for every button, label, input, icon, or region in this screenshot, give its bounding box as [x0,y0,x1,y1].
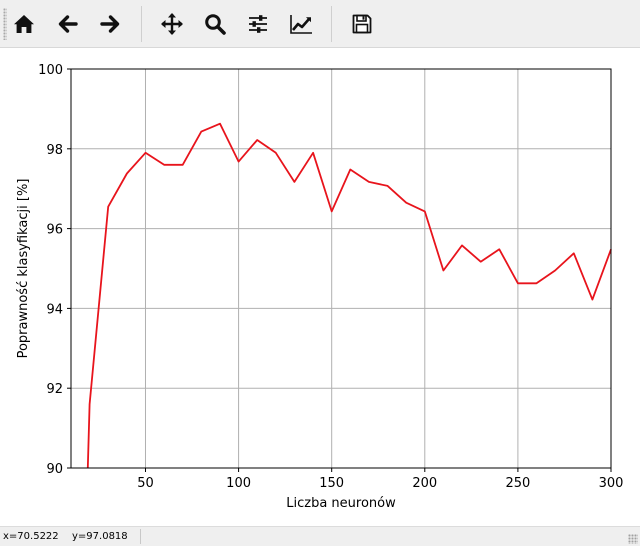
cursor-x-readout: x=70.5222 [3,531,59,542]
figure-canvas[interactable]: 50 100 150 200 250 300 90 92 94 96 98 100 Liczba ne… [0,48,640,526]
y-tick-label: 100 [38,63,63,78]
forward-button[interactable] [94,8,126,40]
back-button[interactable] [52,8,84,40]
status-divider [140,529,141,544]
x-tick-label: 300 [599,476,624,491]
x-tick-label: 150 [319,476,344,491]
navigation-toolbar [0,0,640,48]
arrow-left-icon [58,15,78,33]
toolbar-separator [141,6,142,42]
pan-button[interactable] [156,8,188,40]
x-tick-label: 250 [505,476,530,491]
sliders-icon [249,15,267,33]
arrow-right-icon [100,15,120,33]
move-icon [161,13,183,35]
x-tick-label: 100 [226,476,251,491]
configure-subplots-button[interactable] [242,8,274,40]
y-axis-label: Poprawność klasyfikacji [%] [16,179,31,359]
y-tick-label: 98 [46,143,63,158]
status-bar: x=70.5222 y=97.0818 [0,526,640,546]
magnifier-icon [205,14,226,35]
home-icon [14,15,34,33]
edit-axis-button[interactable] [285,8,317,40]
y-tick-label: 94 [46,302,63,317]
toolbar-grip[interactable] [3,8,7,40]
x-tick-label: 50 [137,476,154,491]
y-tick-label: 96 [46,223,63,238]
x-axis-label: Liczba neuronów [286,496,396,511]
resize-grip[interactable] [628,534,638,544]
series-line [86,122,612,469]
y-tick-label: 92 [46,382,63,397]
line-chart[interactable]: 50 100 150 200 250 300 90 92 94 96 98 100 Liczba ne… [0,48,640,526]
x-tick-label: 200 [412,476,437,491]
zoom-button[interactable] [199,8,231,40]
cursor-y-readout: y=97.0818 [72,531,128,542]
y-tick-label: 90 [46,462,63,477]
axes-frame [70,68,612,469]
save-button[interactable] [346,8,378,40]
toolbar-separator [331,6,332,42]
floppy-disk-icon [352,14,372,34]
line-chart-icon [290,15,312,34]
home-button[interactable] [8,8,40,40]
